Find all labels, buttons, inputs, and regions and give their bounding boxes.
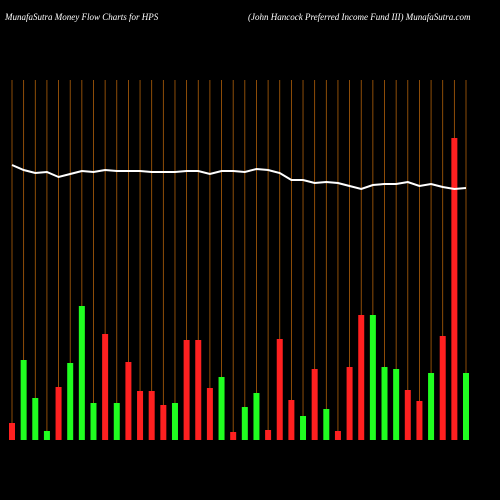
bar xyxy=(43,431,50,440)
bar xyxy=(253,393,260,440)
price-line xyxy=(11,164,467,191)
bar xyxy=(416,401,423,440)
bar xyxy=(439,336,446,440)
bar xyxy=(32,398,39,440)
bar xyxy=(334,431,341,440)
bar xyxy=(55,387,62,440)
bar xyxy=(323,409,330,440)
bar xyxy=(300,416,307,440)
chart-title: MunafaSutra Money Flow Charts for HPS xyxy=(4,12,159,22)
bar xyxy=(148,391,155,440)
bar xyxy=(183,340,190,440)
bar xyxy=(404,390,411,440)
bar xyxy=(241,407,248,440)
bar xyxy=(90,403,97,440)
bar xyxy=(9,423,15,440)
bar xyxy=(78,306,85,440)
bar xyxy=(276,339,283,440)
bar xyxy=(195,340,202,440)
bar xyxy=(428,373,435,440)
bar xyxy=(218,377,225,440)
bar xyxy=(125,362,132,440)
bar xyxy=(369,315,376,440)
bar xyxy=(288,400,295,440)
bar xyxy=(137,391,144,440)
chart-subtitle: (John Hancock Preferred Income Fund III)… xyxy=(248,12,471,22)
bar xyxy=(265,430,272,440)
bar xyxy=(358,315,365,440)
bar xyxy=(113,403,120,440)
bar xyxy=(451,138,458,440)
bar xyxy=(463,373,469,440)
bar xyxy=(230,432,237,440)
bar xyxy=(160,405,167,440)
bar xyxy=(311,369,318,440)
bar xyxy=(67,363,74,440)
bar xyxy=(346,367,353,440)
bar xyxy=(393,369,400,440)
bar xyxy=(102,334,109,440)
bar xyxy=(20,360,27,440)
bar xyxy=(206,388,213,440)
bar xyxy=(171,403,178,440)
bar xyxy=(381,367,388,440)
